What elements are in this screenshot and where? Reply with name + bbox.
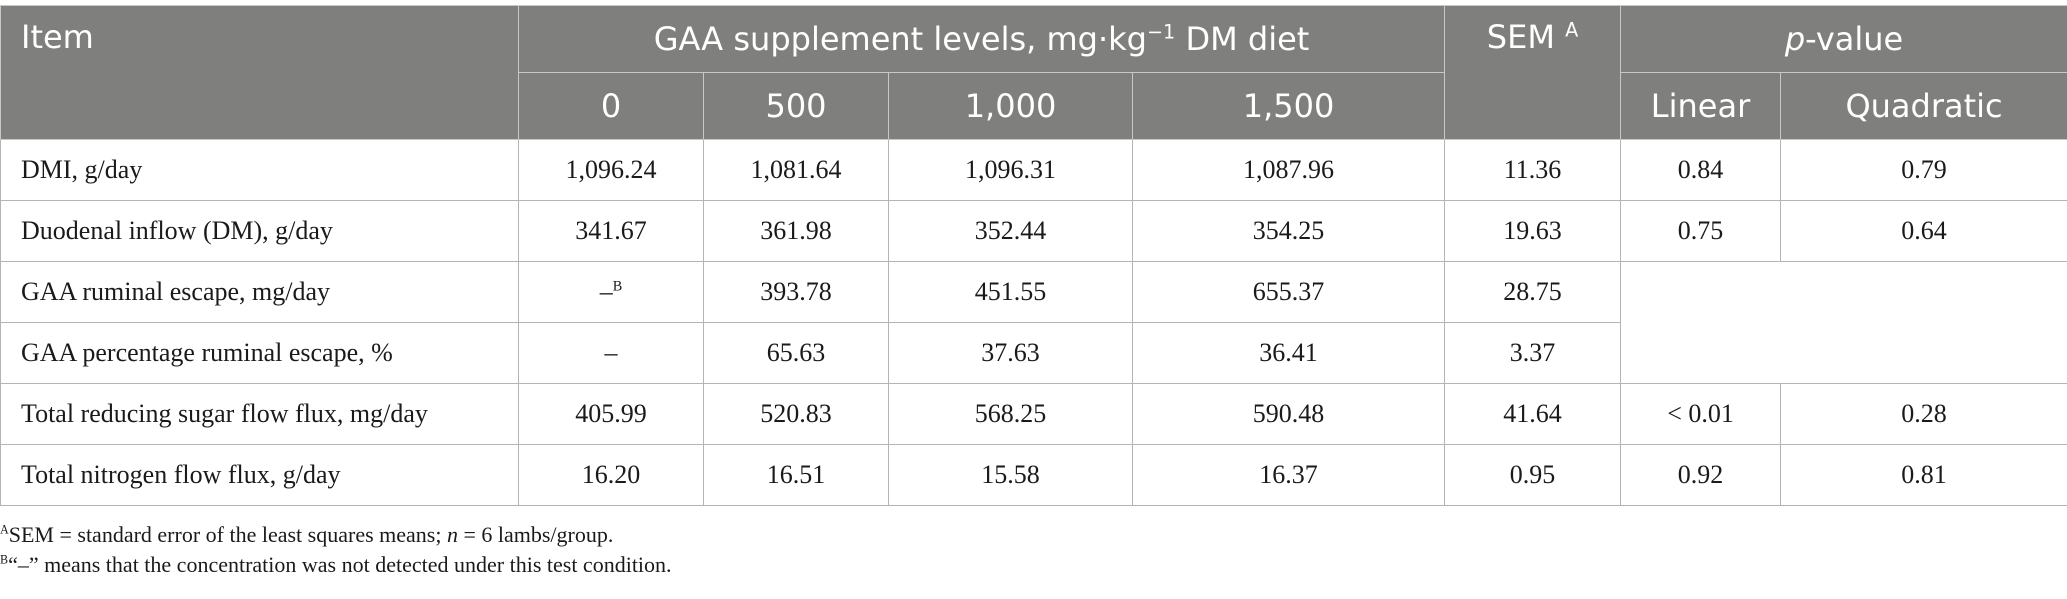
cell-level-1000: 451.55 [888, 261, 1133, 323]
header-level-1000: 1,000 [888, 72, 1133, 140]
header-pvalue-rest: -value [1805, 20, 1904, 58]
footnote-a-n: n [446, 522, 458, 547]
cell-sem: 41.64 [1444, 383, 1622, 445]
footnote-b: B“–” means that the concentration was no… [0, 550, 672, 580]
cell-pvalue-empty [1620, 261, 2067, 384]
cell-quadratic: 0.28 [1780, 383, 2067, 445]
footnote-a: ASEM = standard error of the least squar… [0, 520, 672, 550]
cell-sem: 3.37 [1444, 322, 1622, 384]
cell-level-0: 16.20 [518, 444, 704, 506]
header-sem: SEM A [1444, 5, 1622, 140]
cell-level-500: 520.83 [703, 383, 889, 445]
header-gaa-tail: DM diet [1175, 20, 1310, 58]
footnote-a-text-2: = 6 lambs/group. [457, 522, 614, 547]
cell-level-0: 341.67 [518, 200, 704, 262]
cell-level-0-value: – [599, 277, 613, 306]
header-p-italic: p [1784, 20, 1806, 58]
header-item: Item [0, 5, 519, 140]
cell-level-1000: 37.63 [888, 322, 1133, 384]
cell-level-500: 16.51 [703, 444, 889, 506]
cell-level-0: 405.99 [518, 383, 704, 445]
cell-sem: 11.36 [1444, 139, 1622, 201]
cell-level-0: –B [518, 261, 704, 323]
cell-level-1500: 655.37 [1131, 261, 1446, 323]
row-item: Duodenal inflow (DM), g/day [0, 200, 519, 262]
cell-level-500: 65.63 [703, 322, 889, 384]
row-item: DMI, g/day [0, 139, 519, 201]
row-item: GAA ruminal escape, mg/day [0, 261, 519, 323]
cell-linear: 0.75 [1620, 200, 1782, 262]
cell-level-0: 1,096.24 [518, 139, 704, 201]
footnote-a-text-1: SEM = standard error of the least square… [8, 522, 447, 547]
cell-sem: 28.75 [1444, 261, 1622, 323]
table-row: Duodenal inflow (DM), g/day 341.67 361.9… [0, 200, 2067, 262]
footnote-b-text: “–” means that the concentration was not… [8, 552, 672, 577]
footnote-a-marker: A [0, 522, 9, 537]
cell-level-1000: 1,096.31 [888, 139, 1133, 201]
header-gaa-text: GAA supplement levels, mg·kg [653, 20, 1147, 58]
table-footnotes: ASEM = standard error of the least squar… [0, 520, 672, 580]
header-level-1500: 1,500 [1131, 72, 1446, 140]
header-sem-text: SEM [1486, 18, 1566, 56]
row-item: GAA percentage ruminal escape, % [0, 322, 519, 384]
table-row: Total nitrogen flow flux, g/day 16.20 16… [0, 444, 2067, 506]
header-gaa-sup: −1 [1146, 20, 1176, 44]
row-item: Total nitrogen flow flux, g/day [0, 444, 519, 506]
header-gaa-levels: GAA supplement levels, mg·kg−1 DM diet [517, 5, 1446, 73]
cell-level-500: 361.98 [703, 200, 889, 262]
cell-level-500: 393.78 [703, 261, 889, 323]
cell-level-500: 1,081.64 [703, 139, 889, 201]
table-row: GAA ruminal escape, mg/day –B 393.78 451… [0, 261, 2067, 384]
cell-linear: 0.84 [1620, 139, 1782, 201]
cell-level-1000: 15.58 [888, 444, 1133, 506]
cell-quadratic: 0.81 [1780, 444, 2067, 506]
cell-sem: 0.95 [1444, 444, 1622, 506]
results-table: Item GAA supplement levels, mg·kg−1 DM d… [0, 5, 2067, 506]
table-row: GAA percentage ruminal escape, % – 65.63… [0, 322, 2067, 384]
header-sem-sup: A [1565, 18, 1579, 42]
row-item: Total reducing sugar flow flux, mg/day [0, 383, 519, 445]
header-level-0: 0 [518, 72, 704, 140]
cell-level-1500: 36.41 [1131, 322, 1446, 384]
cell-linear: 0.92 [1620, 444, 1782, 506]
cell-sem: 19.63 [1444, 200, 1622, 262]
cell-level-1500: 354.25 [1131, 200, 1446, 262]
cell-level-1000: 568.25 [888, 383, 1133, 445]
table-row: Total reducing sugar flow flux, mg/day 4… [0, 383, 2067, 445]
header-quadratic: Quadratic [1780, 72, 2067, 140]
cell-quadratic: 0.64 [1780, 200, 2067, 262]
cell-level-1500: 1,087.96 [1131, 139, 1446, 201]
header-level-500: 500 [703, 72, 889, 140]
footnote-b-marker: B [0, 552, 9, 567]
cell-level-0: – [518, 322, 704, 384]
cell-level-0-sup: B [612, 278, 623, 295]
table-row: DMI, g/day 1,096.24 1,081.64 1,096.31 1,… [0, 139, 2067, 201]
cell-linear: < 0.01 [1620, 383, 1782, 445]
header-pvalue: p-value [1620, 5, 2067, 73]
cell-level-1500: 16.37 [1131, 444, 1446, 506]
cell-level-1500: 590.48 [1131, 383, 1446, 445]
cell-quadratic: 0.79 [1780, 139, 2067, 201]
cell-level-1000: 352.44 [888, 200, 1133, 262]
header-linear: Linear [1620, 72, 1782, 140]
